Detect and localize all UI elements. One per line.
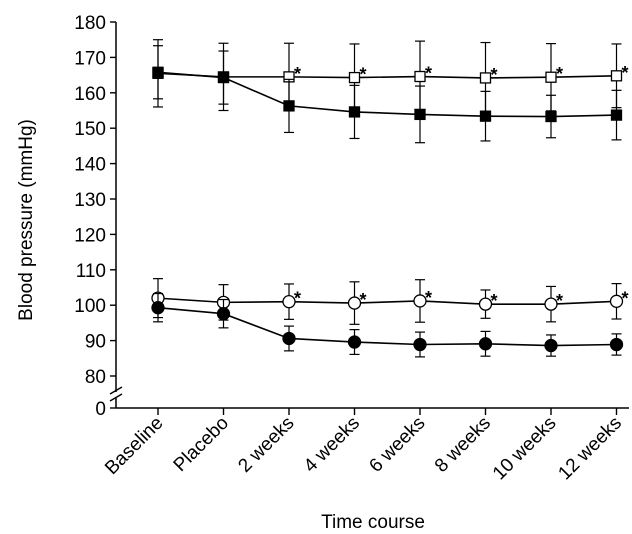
significance-marker: * [425, 288, 432, 308]
axis-break-mark [109, 386, 123, 395]
data-point [544, 338, 558, 353]
significance-marker: * [491, 65, 498, 85]
data-point [151, 301, 165, 315]
significance-marker: * [294, 64, 301, 84]
significance-marker: * [360, 65, 367, 85]
series-filled-circle [151, 292, 624, 358]
data-point [348, 71, 361, 84]
x-axis-title: Time course [321, 512, 425, 533]
y-tick-label: 90 [85, 332, 106, 353]
y-tick-label: 170 [74, 48, 106, 69]
data-point [478, 337, 493, 351]
y-tick-label: 0 [95, 399, 106, 420]
x-tick-label: 12 weeks [554, 413, 626, 485]
significance-marker: * [425, 64, 432, 84]
y-tick-label: 130 [74, 190, 106, 211]
significance-marker: * [556, 291, 563, 311]
x-tick-label: 4 weeks [300, 413, 364, 477]
data-point [282, 295, 296, 309]
data-point [152, 66, 164, 78]
data-point [414, 70, 426, 83]
data-point [545, 110, 557, 123]
x-tick-label: 8 weeks [431, 413, 495, 477]
significance-marker: * [556, 64, 563, 84]
data-point [609, 337, 624, 352]
significance-marker: * [360, 290, 367, 310]
data-point [413, 337, 427, 352]
x-tick-label: Baseline [101, 413, 167, 479]
y-tick-label: 140 [74, 155, 106, 176]
data-point [545, 71, 557, 83]
data-point [609, 294, 624, 308]
series-layer: * * * * * * * * * * * * [151, 39, 629, 358]
significance-marker: * [294, 289, 301, 309]
x-tick-label: 2 weeks [234, 413, 298, 477]
series-line [157, 72, 617, 79]
data-point [413, 294, 427, 308]
data-point [478, 297, 493, 311]
data-point [217, 71, 230, 84]
series-line [157, 306, 617, 347]
data-point [610, 70, 623, 82]
data-point [283, 100, 295, 112]
data-point [479, 110, 492, 122]
x-tick-label: Placebo [170, 413, 233, 476]
data-point [347, 335, 362, 349]
y-tick-label: 110 [76, 261, 106, 282]
y-tick-label: 150 [74, 119, 106, 140]
data-point [414, 108, 426, 121]
data-point [216, 307, 231, 321]
data-point [610, 109, 623, 121]
series-line [157, 71, 617, 118]
y-tick-label: 160 [74, 84, 106, 105]
significance-marker: * [491, 291, 498, 311]
y-tick-label: 100 [74, 296, 106, 317]
series-filled-square [152, 45, 623, 144]
y-axis-title: Blood pressure (mmHg) [16, 119, 37, 321]
axis-break-mark [109, 393, 123, 402]
y-tick-label: 120 [74, 225, 106, 246]
data-point [479, 72, 492, 84]
x-tick-label: 6 weeks [365, 413, 429, 477]
series-line [157, 297, 617, 305]
significance-marker: * [622, 288, 629, 308]
significance-marker: * [622, 63, 629, 83]
y-tick-label: 180 [74, 13, 106, 34]
data-point [347, 296, 362, 310]
data-point [348, 106, 361, 118]
x-tick-label: 10 weeks [489, 413, 561, 485]
y-tick-label: 80 [85, 367, 106, 388]
data-point [282, 331, 296, 346]
data-point [544, 297, 558, 311]
